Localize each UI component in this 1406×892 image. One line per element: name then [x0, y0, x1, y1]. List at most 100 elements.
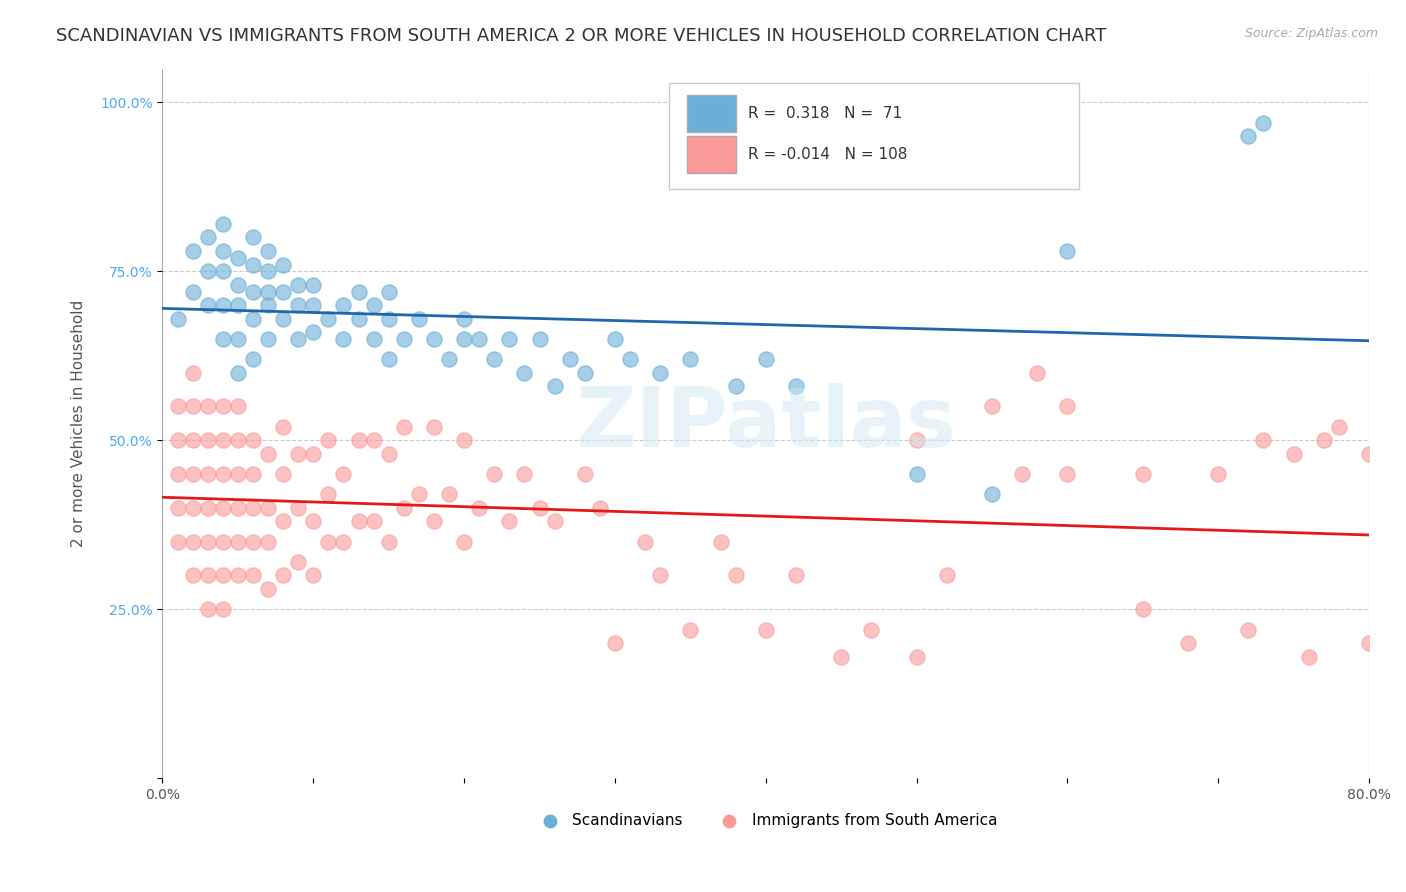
Point	[392, 500, 415, 515]
Point	[287, 447, 309, 461]
Point	[211, 434, 233, 448]
Point	[377, 311, 399, 326]
Point	[724, 568, 747, 582]
Point	[166, 400, 188, 414]
Point	[211, 568, 233, 582]
Point	[453, 311, 475, 326]
Point	[332, 332, 354, 346]
Point	[211, 217, 233, 231]
Point	[197, 434, 219, 448]
Point	[197, 230, 219, 244]
Point	[905, 467, 928, 481]
Point	[363, 298, 385, 312]
Point	[423, 332, 446, 346]
Point	[166, 500, 188, 515]
Point	[860, 623, 883, 637]
Point	[197, 568, 219, 582]
Point	[226, 366, 249, 380]
Point	[181, 568, 204, 582]
Point	[935, 568, 957, 582]
Point	[529, 332, 551, 346]
Point	[498, 332, 520, 346]
Point	[453, 332, 475, 346]
Point	[226, 400, 249, 414]
Point	[589, 500, 612, 515]
Point	[484, 467, 506, 481]
Point	[1282, 447, 1305, 461]
Point	[302, 447, 325, 461]
Point	[347, 285, 370, 299]
Point	[257, 298, 280, 312]
Point	[211, 332, 233, 346]
Point	[318, 311, 340, 326]
Point	[166, 534, 188, 549]
Point	[981, 487, 1004, 501]
Point	[181, 467, 204, 481]
Point	[1237, 129, 1260, 144]
Point	[211, 467, 233, 481]
Point	[211, 298, 233, 312]
Point	[287, 277, 309, 292]
Point	[302, 568, 325, 582]
Point	[709, 534, 731, 549]
Point	[679, 352, 702, 367]
Point	[257, 332, 280, 346]
Point	[755, 623, 778, 637]
Point	[271, 568, 294, 582]
Point	[650, 366, 672, 380]
Point	[377, 285, 399, 299]
Point	[363, 434, 385, 448]
Point	[166, 311, 188, 326]
Point	[242, 500, 264, 515]
Point	[257, 534, 280, 549]
Point	[211, 264, 233, 278]
Point	[166, 467, 188, 481]
Point	[755, 352, 778, 367]
Point	[242, 311, 264, 326]
Text: R =  0.318   N =  71: R = 0.318 N = 71	[748, 106, 901, 121]
Point	[1327, 419, 1350, 434]
Point	[1026, 366, 1049, 380]
Point	[423, 515, 446, 529]
Point	[1132, 467, 1154, 481]
Legend: Scandinavians, Immigrants from South America: Scandinavians, Immigrants from South Ame…	[529, 807, 1004, 834]
Point	[242, 258, 264, 272]
Point	[453, 534, 475, 549]
Point	[242, 285, 264, 299]
Point	[408, 311, 430, 326]
FancyBboxPatch shape	[688, 95, 735, 132]
Point	[392, 419, 415, 434]
Point	[498, 515, 520, 529]
Point	[197, 500, 219, 515]
Point	[181, 434, 204, 448]
Point	[181, 244, 204, 258]
Point	[1206, 467, 1229, 481]
Point	[634, 534, 657, 549]
Point	[1358, 447, 1381, 461]
Point	[226, 467, 249, 481]
Point	[437, 352, 460, 367]
Point	[211, 602, 233, 616]
Point	[543, 379, 565, 393]
Point	[271, 467, 294, 481]
Point	[302, 298, 325, 312]
Point	[363, 515, 385, 529]
Point	[197, 602, 219, 616]
Point	[197, 467, 219, 481]
Point	[226, 568, 249, 582]
Point	[226, 434, 249, 448]
Point	[1313, 434, 1336, 448]
Point	[377, 352, 399, 367]
Point	[242, 568, 264, 582]
Point	[347, 515, 370, 529]
Point	[181, 366, 204, 380]
Point	[226, 251, 249, 265]
Text: SCANDINAVIAN VS IMMIGRANTS FROM SOUTH AMERICA 2 OR MORE VEHICLES IN HOUSEHOLD CO: SCANDINAVIAN VS IMMIGRANTS FROM SOUTH AM…	[56, 27, 1107, 45]
Point	[1011, 467, 1033, 481]
Point	[271, 311, 294, 326]
Point	[211, 244, 233, 258]
Point	[347, 311, 370, 326]
Point	[392, 332, 415, 346]
Point	[408, 487, 430, 501]
Point	[1056, 467, 1078, 481]
